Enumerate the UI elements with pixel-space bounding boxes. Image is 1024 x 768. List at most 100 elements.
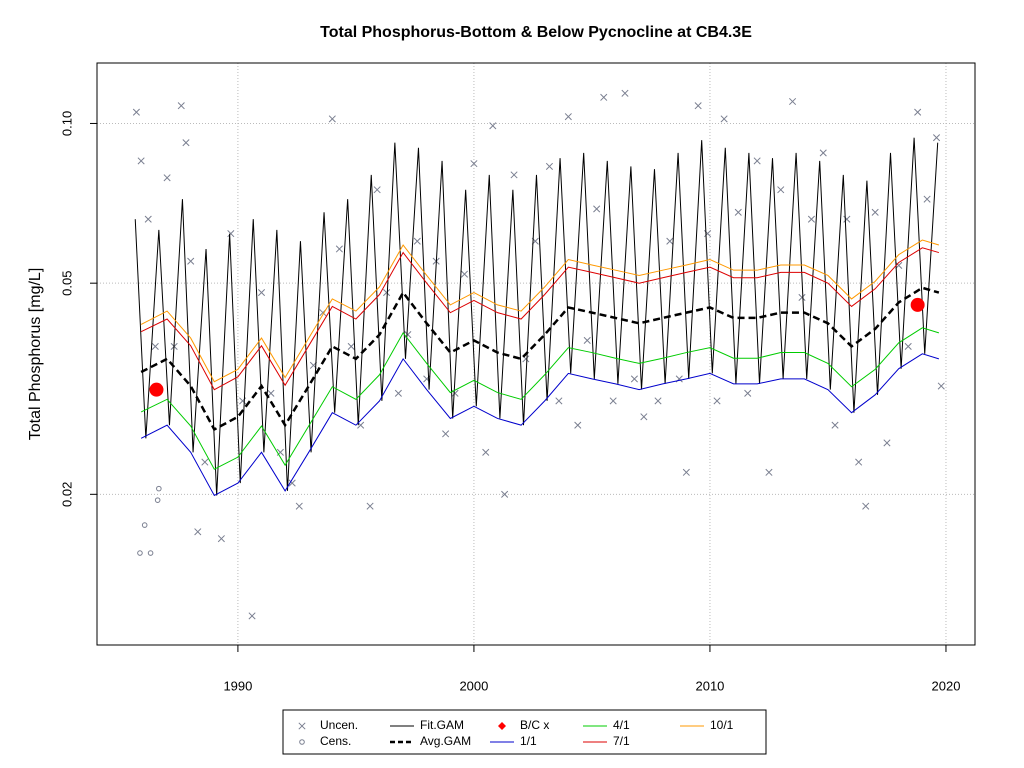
x-point [923, 195, 931, 203]
x-point [694, 102, 702, 110]
series-line [134, 137, 939, 496]
censored-point [156, 485, 162, 492]
x-point [470, 160, 478, 168]
x-point [132, 108, 140, 116]
x-point [713, 397, 721, 405]
x-point [734, 208, 742, 216]
chart-title: Total Phosphorus-Bottom & Below Pycnocli… [320, 24, 752, 41]
legend-label: Uncen. [320, 718, 358, 732]
x-point [267, 389, 275, 397]
x-tick-label: 1990 [223, 678, 252, 693]
x-point [593, 205, 601, 213]
legend-label: 1/1 [520, 734, 537, 748]
x-point [555, 397, 563, 405]
x-point [394, 389, 402, 397]
legend-label: Cens. [320, 734, 351, 748]
x-point [328, 115, 336, 123]
x-point [831, 421, 839, 429]
x-point [298, 722, 306, 730]
x-point [609, 397, 617, 405]
x-point [871, 208, 879, 216]
bc-point [149, 382, 164, 397]
x-point [843, 215, 851, 223]
x-point [574, 421, 582, 429]
x-point [798, 293, 806, 301]
x-point [682, 468, 690, 476]
x-point [765, 468, 773, 476]
x-point [720, 115, 728, 123]
series-line [140, 239, 940, 383]
x-point [217, 535, 225, 543]
x-point [194, 528, 202, 536]
legend-diamond [498, 722, 506, 730]
y-tick-label: 0.02 [59, 482, 74, 507]
x-point [227, 230, 235, 238]
x-point [654, 397, 662, 405]
x-point [366, 502, 374, 510]
x-point [137, 157, 145, 165]
x-point [904, 342, 912, 350]
x-point [144, 215, 152, 223]
x-point [482, 448, 490, 456]
legend-label: B/C x [520, 718, 549, 732]
x-point [855, 458, 863, 466]
x-point [583, 336, 591, 344]
x-point [288, 479, 296, 487]
y-tick-label: 0.10 [59, 111, 74, 136]
legend-label: Fit.GAM [420, 718, 464, 732]
censored-point [147, 550, 154, 556]
x-point [501, 490, 509, 498]
x-point [914, 108, 922, 116]
x-point [413, 237, 421, 245]
x-tick-label: 2000 [459, 678, 488, 693]
x-point [600, 93, 608, 101]
x-point [248, 612, 256, 620]
x-point [807, 215, 815, 223]
censored-point [137, 550, 143, 556]
x-point [383, 289, 391, 297]
x-point [257, 289, 266, 297]
x-point [347, 342, 355, 350]
legend-label: 4/1 [613, 718, 630, 732]
x-point [182, 139, 190, 147]
censored-point [141, 522, 148, 528]
x-point [460, 270, 469, 278]
x-point [564, 113, 572, 121]
series-line [140, 286, 940, 432]
series-line [140, 353, 940, 497]
x-point [630, 375, 638, 383]
legend-label: 7/1 [613, 734, 630, 748]
x-point [744, 389, 752, 397]
censored-point [154, 497, 161, 503]
x-point [201, 458, 209, 466]
x-point [295, 502, 303, 510]
x-point [335, 245, 343, 253]
censored-point [299, 739, 305, 745]
y-tick-label: 0.05 [59, 271, 74, 296]
x-point [932, 134, 941, 142]
x-point [489, 122, 497, 130]
series-line [140, 247, 940, 391]
plot-frame [96, 62, 976, 646]
x-point [640, 413, 648, 421]
x-point [373, 186, 381, 194]
x-point [937, 382, 945, 390]
x-point [177, 102, 185, 110]
x-point [510, 171, 518, 179]
legend-box [282, 709, 767, 755]
x-point [666, 237, 674, 245]
x-point [442, 430, 450, 438]
x-point [187, 257, 195, 265]
x-point [862, 502, 870, 510]
x-point [163, 174, 171, 182]
bc-point [910, 297, 925, 312]
legend-label: 10/1 [710, 718, 734, 732]
x-tick-label: 2020 [932, 678, 961, 693]
x-tick-label: 2010 [695, 678, 724, 693]
x-point [883, 439, 891, 447]
x-point [819, 149, 827, 157]
x-point [545, 162, 554, 170]
legend-label: Avg.GAM [420, 734, 471, 748]
x-point [621, 89, 629, 97]
